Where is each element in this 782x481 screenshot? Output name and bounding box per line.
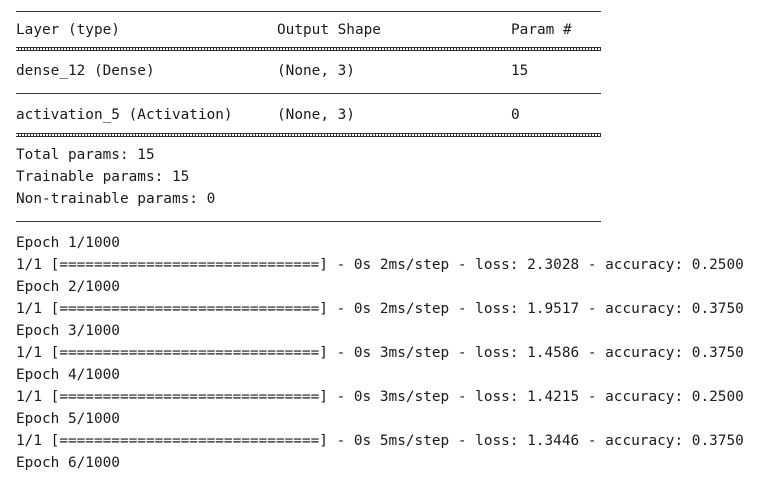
epoch-header: Epoch 1/1000: [16, 235, 120, 251]
row-params: 0: [511, 107, 520, 123]
console-output: Layer (type) Output Shape Param # dense_…: [16, 0, 782, 474]
rule-bottom: [16, 210, 782, 232]
epoch-progress: 1/1 [==============================] - 0…: [16, 345, 744, 361]
epoch-header: Epoch 3/1000: [16, 323, 120, 339]
epoch-progress: 1/1 [==============================] - 0…: [16, 301, 744, 317]
rule-row: [16, 82, 782, 104]
epoch-header: Epoch 5/1000: [16, 411, 120, 427]
epoch-header: Epoch 4/1000: [16, 367, 120, 383]
header-layer: Layer (type): [16, 22, 120, 38]
total-params: Total params: 15: [16, 147, 155, 163]
header-params: Param #: [511, 22, 572, 38]
non-trainable-params: Non-trainable params: 0: [16, 191, 216, 207]
summary-header-row: Layer (type) Output Shape Param #: [16, 19, 782, 41]
rule-top: [16, 0, 782, 22]
row-shape: (None, 3): [277, 63, 355, 79]
epoch-progress: 1/1 [==============================] - 0…: [16, 389, 744, 405]
rule-double-footer: [16, 126, 782, 144]
summary-row: dense_12 (Dense) (None, 3) 15: [16, 60, 782, 82]
epoch-progress: 1/1 [==============================] - 0…: [16, 433, 744, 449]
summary-row: activation_5 (Activation) (None, 3) 0: [16, 104, 782, 126]
rule-double-header: [16, 38, 782, 60]
trainable-params: Trainable params: 15: [16, 169, 190, 185]
header-shape: Output Shape: [277, 22, 381, 38]
epoch-header: Epoch 2/1000: [16, 279, 120, 295]
epoch-header: Epoch 6/1000: [16, 455, 120, 471]
epoch-progress: 1/1 [==============================] - 0…: [16, 257, 744, 273]
row-shape: (None, 3): [277, 107, 355, 123]
row-layer: dense_12 (Dense): [16, 63, 155, 79]
row-params: 15: [511, 63, 529, 79]
row-layer: activation_5 (Activation): [16, 107, 233, 123]
